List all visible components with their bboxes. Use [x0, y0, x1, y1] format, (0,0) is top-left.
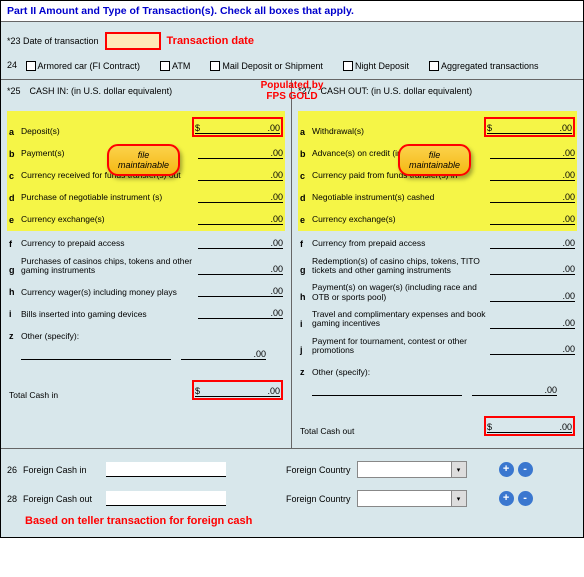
cashout-title: CASH OUT: (in U.S. dollar equivalent)	[321, 86, 473, 96]
remove-button[interactable]: -	[518, 491, 533, 506]
line-item: hCurrency wager(s) including money plays…	[7, 279, 285, 301]
checkbox[interactable]	[26, 61, 36, 71]
remove-button[interactable]: -	[518, 462, 533, 477]
checkbox-label: Aggregated transactions	[441, 61, 539, 71]
total-cash-in: Total Cash in $.00	[7, 364, 285, 408]
checkbox[interactable]	[429, 61, 439, 71]
header-title: Part II Amount and Type of Transaction(s…	[7, 5, 354, 17]
checkbox-row: 24 Armored car (FI Contract) ATM Mail Depo…	[7, 54, 577, 73]
line-item: jPayment for tournament, contest or othe…	[298, 333, 577, 360]
file-maintainable-pill: filemaintainable	[107, 144, 180, 177]
date-label: Date of transaction	[23, 36, 99, 46]
amount-field[interactable]: .00	[181, 346, 266, 360]
line-item: gPurchases of casinos chips, tokens and …	[7, 253, 285, 280]
foreign-cash-input[interactable]	[106, 462, 226, 477]
checkbox[interactable]	[160, 61, 170, 71]
amount-field[interactable]: .00	[490, 261, 575, 275]
amount-field[interactable]: .00	[198, 235, 283, 249]
foreign-row: 26Foreign Cash inForeign Country▾+-	[7, 455, 577, 484]
cash-section: Populated byFPS GOLD *25 CASH IN: (in U.…	[1, 80, 583, 449]
line-item: aWithdrawal(s)$.00	[298, 113, 577, 141]
date-input[interactable]	[105, 32, 161, 50]
line-item: fCurrency from prepaid access.00	[298, 231, 577, 253]
header: Part II Amount and Type of Transaction(s…	[1, 1, 583, 22]
populated-annotation: Populated byFPS GOLD	[261, 80, 324, 102]
amount-field[interactable]: .00	[490, 288, 575, 302]
amount-field[interactable]: .00	[198, 189, 283, 203]
cashin-num: *25	[7, 86, 27, 96]
chevron-down-icon: ▾	[451, 462, 466, 477]
other-input[interactable]	[312, 383, 462, 396]
amount-field[interactable]: .00	[490, 235, 575, 249]
line-item: zOther (specify):.00	[7, 323, 285, 345]
line-item: zOther (specify):.00	[298, 359, 577, 381]
line-item: eCurrency exchange(s).00	[7, 207, 285, 229]
line-item: gRedemption(s) of casino chips, tokens, …	[298, 253, 577, 280]
amount-field[interactable]: .00	[198, 211, 283, 225]
amount-field[interactable]: .00	[490, 211, 575, 225]
checkbox-label: Night Deposit	[355, 61, 409, 71]
amount-field[interactable]: .00	[198, 283, 283, 297]
line-item: eCurrency exchange(s).00	[298, 207, 577, 229]
date-num: *23	[7, 36, 23, 46]
amount-field[interactable]: .00	[490, 167, 575, 181]
line-item: hPayment(s) on wager(s) (including race …	[298, 279, 577, 306]
line-item: dPurchase of negotiable instrument (s).0…	[7, 185, 285, 207]
amount-field[interactable]: .00	[472, 382, 557, 396]
checkbox[interactable]	[210, 61, 220, 71]
amount-field[interactable]: .00	[490, 145, 575, 159]
add-button[interactable]: +	[499, 491, 514, 506]
cashin-title: CASH IN: (in U.S. dollar equivalent)	[30, 86, 173, 96]
amount-field[interactable]: .00	[198, 261, 283, 275]
foreign-row: 28Foreign Cash outForeign Country▾+-	[7, 484, 577, 513]
amount-field[interactable]: .00	[490, 315, 575, 329]
amount-field[interactable]: .00	[198, 305, 283, 319]
cash-out-column: *27 CASH OUT: (in U.S. dollar equivalent…	[292, 80, 583, 449]
foreign-cash-input[interactable]	[106, 491, 226, 506]
check-num: 24	[7, 60, 23, 70]
checkbox-label: Mail Deposit or Shipment	[222, 61, 323, 71]
chevron-down-icon: ▾	[451, 491, 466, 506]
date-section: *23 Date of transaction Transaction date…	[1, 22, 583, 80]
amount-field[interactable]: $.00	[487, 120, 572, 134]
checkbox-label: Armored car (FI Contract)	[38, 61, 141, 71]
form-container: Part II Amount and Type of Transaction(s…	[0, 0, 584, 538]
add-button[interactable]: +	[499, 462, 514, 477]
checkbox[interactable]	[343, 61, 353, 71]
other-input[interactable]	[21, 347, 171, 360]
line-item: fCurrency to prepaid access.00	[7, 231, 285, 253]
foreign-annotation: Based on teller transaction for foreign …	[7, 513, 577, 531]
foreign-country-select[interactable]: ▾	[357, 490, 467, 507]
amount-field[interactable]: .00	[490, 189, 575, 203]
line-item: iTravel and complimentary expenses and b…	[298, 306, 577, 333]
cash-in-column: *25 CASH IN: (in U.S. dollar equivalent)…	[1, 80, 292, 449]
line-item: aDeposit(s)$.00	[7, 113, 285, 141]
total-cash-out: Total Cash out $.00	[298, 400, 577, 444]
file-maintainable-pill: filemaintainable	[398, 144, 471, 177]
checkbox-label: ATM	[172, 61, 190, 71]
amount-field[interactable]: .00	[198, 167, 283, 181]
line-item: iBills inserted into gaming devices.00	[7, 301, 285, 323]
amount-field[interactable]: .00	[198, 145, 283, 159]
line-item: dNegotiable instrument(s) cashed.00	[298, 185, 577, 207]
foreign-section: 26Foreign Cash inForeign Country▾+-28For…	[1, 448, 583, 537]
amount-field[interactable]: .00	[490, 341, 575, 355]
foreign-country-select[interactable]: ▾	[357, 461, 467, 478]
amount-field[interactable]: $.00	[195, 120, 280, 134]
date-annotation: Transaction date	[167, 35, 254, 47]
